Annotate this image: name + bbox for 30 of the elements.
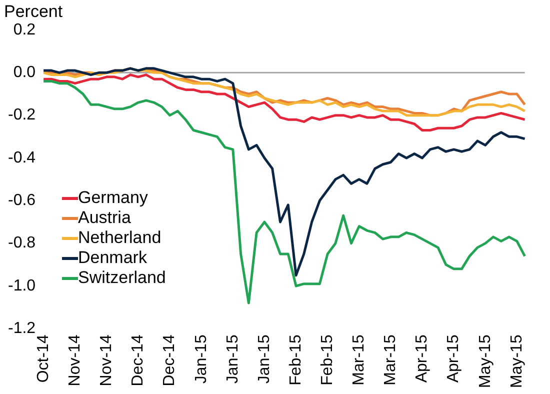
legend-label: Germany	[78, 188, 148, 208]
x-tick-label: Oct-14	[34, 334, 52, 383]
x-tick-label: Feb-15	[287, 334, 304, 386]
x-tick-label: Dec-14	[161, 334, 178, 386]
x-tick-label: Apr-15	[445, 334, 462, 383]
y-tick-label: -0.4	[8, 149, 36, 166]
y-axis-title: Percent	[4, 2, 63, 22]
y-tick-label: -0.8	[8, 234, 36, 252]
x-tick-label: Jan-15	[192, 334, 210, 384]
y-tick-label: -1.0	[8, 277, 36, 294]
legend-label: Netherland	[78, 228, 162, 248]
x-tick-label: Feb-15	[318, 334, 336, 386]
x-tick-label: Apr-15	[414, 334, 431, 383]
x-tick-label: Jan-15	[224, 334, 242, 384]
legend-label: Denmark	[78, 248, 147, 268]
y-tick-label: 0.0	[13, 64, 36, 82]
legend-label: Switzerland	[78, 268, 166, 288]
x-tick-label: Nov-14	[98, 334, 116, 386]
legend-label: Austria	[78, 208, 131, 228]
x-tick-label: May-15	[508, 334, 526, 388]
x-tick-label: Mar-15	[382, 334, 400, 386]
x-tick-label: Mar-15	[350, 334, 368, 386]
y-tick-label: -1.2	[8, 320, 36, 338]
x-tick-label: May-15	[476, 334, 494, 388]
y-tick-label: -0.6	[8, 192, 36, 210]
x-tick-label: Dec-14	[130, 334, 147, 386]
x-tick-label: Nov-14	[66, 334, 84, 386]
x-tick-label: Jan-15	[256, 334, 273, 384]
y-tick-label: 0.2	[13, 21, 36, 38]
y-tick-label: -0.2	[8, 106, 36, 124]
